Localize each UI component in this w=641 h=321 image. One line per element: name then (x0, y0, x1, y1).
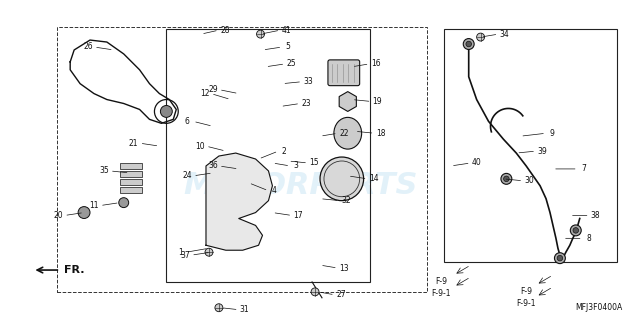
Text: 7: 7 (581, 164, 586, 173)
Text: 13: 13 (339, 264, 349, 273)
Bar (57, 27, 427, 292)
Text: 36: 36 (208, 161, 218, 170)
FancyBboxPatch shape (328, 60, 360, 86)
Text: 9: 9 (549, 129, 554, 138)
Text: 15: 15 (309, 159, 319, 168)
Text: 3: 3 (294, 161, 299, 170)
Text: 23: 23 (301, 99, 311, 108)
Circle shape (466, 41, 472, 47)
Circle shape (320, 157, 363, 201)
Circle shape (557, 256, 563, 261)
Circle shape (573, 228, 579, 233)
Text: 4: 4 (272, 186, 277, 195)
Text: 33: 33 (303, 77, 313, 86)
Text: 8: 8 (587, 234, 591, 243)
Text: 10: 10 (196, 142, 205, 151)
Text: 11: 11 (89, 201, 99, 210)
Text: MFJ3F0400A: MFJ3F0400A (575, 303, 622, 312)
Bar (120, 163, 142, 169)
Text: FR.: FR. (64, 265, 85, 275)
Text: 2: 2 (282, 147, 287, 156)
Text: 5: 5 (286, 42, 291, 51)
Text: F-9: F-9 (520, 287, 532, 296)
Bar (444, 29, 617, 262)
Text: 40: 40 (472, 159, 481, 168)
Bar (120, 171, 142, 177)
Circle shape (554, 253, 565, 264)
Polygon shape (339, 91, 356, 111)
Circle shape (160, 106, 172, 117)
Circle shape (256, 30, 265, 38)
Circle shape (504, 176, 509, 182)
Text: 41: 41 (281, 26, 291, 35)
Circle shape (311, 288, 319, 296)
Text: 19: 19 (372, 97, 382, 106)
Text: MOTORPARTS: MOTORPARTS (183, 171, 417, 200)
Text: 30: 30 (524, 176, 534, 185)
Text: 1: 1 (178, 248, 183, 257)
Text: 18: 18 (376, 129, 385, 138)
Text: 38: 38 (591, 211, 601, 220)
Text: 26: 26 (83, 42, 93, 51)
Text: 22: 22 (339, 129, 349, 138)
Text: 17: 17 (294, 211, 303, 220)
Text: 16: 16 (370, 59, 380, 68)
Text: 12: 12 (200, 89, 210, 98)
Circle shape (215, 304, 223, 312)
Text: F-9-1: F-9-1 (431, 289, 451, 298)
Bar (120, 179, 142, 185)
Text: 39: 39 (537, 147, 547, 156)
Polygon shape (206, 153, 272, 250)
Text: 29: 29 (208, 85, 218, 94)
Circle shape (119, 198, 129, 208)
Text: 25: 25 (287, 59, 296, 68)
Circle shape (463, 39, 474, 49)
Circle shape (501, 173, 512, 184)
Text: 27: 27 (336, 290, 345, 299)
Circle shape (570, 225, 581, 236)
Text: 20: 20 (53, 211, 63, 220)
Bar (120, 187, 142, 193)
Text: 21: 21 (129, 139, 138, 148)
Bar (167, 29, 370, 282)
Circle shape (477, 33, 485, 41)
Text: F-9: F-9 (435, 277, 447, 286)
Ellipse shape (334, 117, 362, 149)
Text: 6: 6 (185, 117, 190, 126)
Circle shape (205, 248, 213, 256)
Text: 14: 14 (369, 174, 378, 183)
Text: 35: 35 (99, 166, 109, 175)
Text: F-9-1: F-9-1 (517, 299, 536, 308)
Text: 31: 31 (240, 305, 249, 314)
Circle shape (78, 207, 90, 219)
Text: 32: 32 (341, 196, 351, 205)
Text: 28: 28 (220, 26, 229, 35)
Text: 24: 24 (182, 171, 192, 180)
Text: 34: 34 (499, 30, 509, 39)
Text: 37: 37 (180, 251, 190, 260)
